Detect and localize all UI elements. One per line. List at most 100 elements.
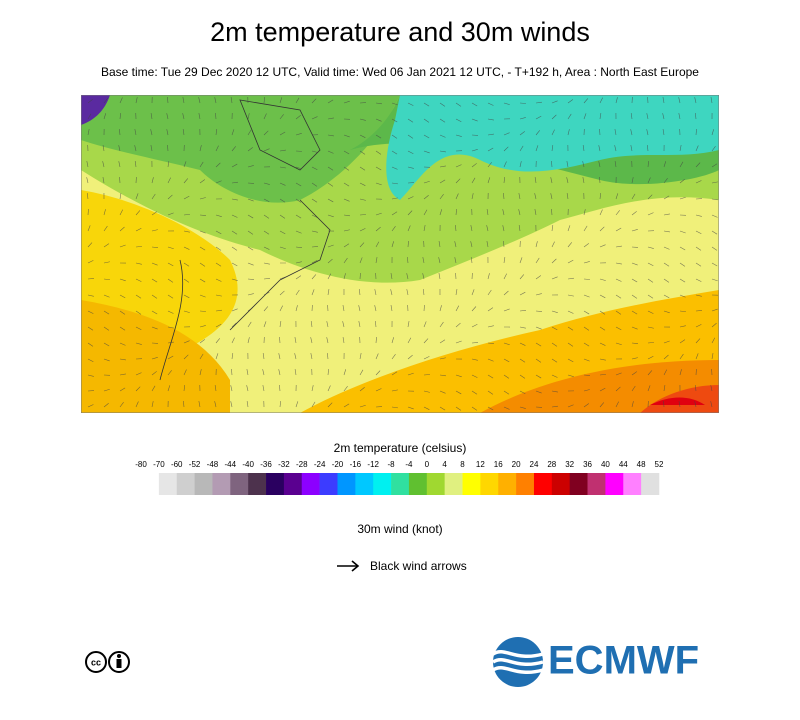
wind-arrow	[663, 385, 666, 392]
wind-arrow	[103, 261, 110, 264]
wind-arrow	[263, 291, 270, 296]
wind-arrow	[711, 181, 718, 184]
wind-arrow	[663, 369, 668, 376]
colorbar-label: 4	[442, 460, 447, 469]
wind-arrow	[503, 161, 507, 168]
wind-arrow	[343, 150, 350, 155]
wind-arrow	[167, 144, 169, 152]
wind-arrow	[342, 321, 345, 328]
wind-arrow	[311, 246, 318, 248]
wind-arrow	[311, 116, 318, 120]
wind-arrow	[519, 291, 526, 296]
wind-arrow	[247, 198, 254, 202]
wind-arrow	[279, 401, 282, 408]
wind-arrow	[487, 342, 494, 344]
colorbar-swatch	[605, 473, 624, 495]
wind-arrow	[246, 369, 249, 376]
colorbar-swatch	[301, 473, 320, 495]
wind-arrow	[599, 326, 606, 331]
wind-arrow	[503, 193, 505, 200]
wind-arrow	[231, 230, 238, 235]
wind-arrow	[375, 226, 381, 232]
wind-arrow	[167, 385, 171, 392]
wind-arrow	[295, 246, 302, 248]
wind-arrow	[311, 198, 318, 203]
wind-arrow	[455, 340, 462, 344]
wind-arrow	[503, 342, 510, 346]
logo-text: ECMWF	[548, 639, 699, 683]
wind-arrow	[311, 214, 318, 218]
license-icon: cc	[85, 651, 130, 673]
wind-arrow	[230, 385, 233, 392]
wind-arrow	[438, 257, 441, 264]
colorbar-label: -24	[314, 460, 326, 469]
wind-arrow	[103, 278, 110, 281]
colorbar-swatch	[462, 473, 481, 495]
wind-arrow	[135, 342, 142, 345]
wind-arrow	[167, 97, 169, 104]
wind-arrow	[503, 177, 506, 184]
wind-arrow	[406, 289, 409, 296]
wind-arrow	[487, 390, 494, 395]
wind-arrow	[711, 198, 718, 201]
wind-arrow	[262, 353, 265, 360]
wind-arrow	[599, 97, 603, 104]
wind-arrow	[199, 197, 206, 200]
wind-arrow	[615, 342, 622, 346]
wind-arrow	[519, 145, 524, 152]
colorbar-swatch	[248, 473, 267, 495]
wind-arrow	[294, 369, 297, 376]
wind-arrow	[631, 211, 637, 216]
wind-arrow	[151, 193, 156, 200]
wind-arrow	[231, 278, 238, 281]
wind-arrow	[135, 326, 142, 331]
wind-arrow	[214, 401, 217, 408]
wind-arrow	[439, 194, 444, 200]
wind-arrow	[407, 354, 413, 360]
wind-arrow	[183, 213, 190, 216]
wind-arrow	[406, 273, 409, 280]
wind-arrow	[295, 115, 301, 120]
wind-arrow	[151, 371, 157, 376]
wind-arrow	[247, 214, 254, 219]
colorbar-label: 24	[530, 460, 539, 469]
wind-arrow	[134, 161, 137, 168]
wind-arrow	[359, 228, 366, 232]
wind-arrow	[311, 230, 318, 233]
wind-arrow	[423, 321, 427, 328]
wind-arrow	[535, 358, 542, 363]
wind-arrow	[679, 196, 686, 200]
wind-arrow	[423, 225, 426, 232]
wind-arrow	[631, 326, 638, 330]
wind-arrow	[551, 160, 553, 168]
wind-arrow	[343, 134, 350, 138]
wind-arrow	[519, 117, 526, 120]
wind-arrow	[183, 161, 187, 168]
wind-arrow	[631, 294, 638, 299]
wind-arrow	[167, 326, 174, 329]
wind-arrow	[119, 193, 122, 200]
wind-arrow	[87, 326, 94, 331]
wind-arrow	[519, 406, 526, 409]
wind-arrow	[119, 387, 126, 392]
colorbar-label: 12	[476, 460, 485, 469]
wind-arrow	[135, 372, 142, 376]
wind-arrow-label: Black wind arrows	[370, 559, 467, 573]
wind-arrow	[615, 210, 620, 216]
wind-arrow	[711, 230, 718, 235]
wind-arrow	[183, 246, 190, 250]
wind-arrow	[487, 406, 494, 411]
colorbar-label: -36	[260, 460, 272, 469]
wind-arrow	[87, 404, 94, 408]
wind-arrow	[183, 230, 190, 233]
wind-arrow	[695, 145, 699, 152]
wind-arrow	[535, 390, 542, 394]
wind-arrow	[663, 340, 670, 344]
wind-arrow	[183, 369, 187, 376]
wind-arrow	[503, 390, 510, 395]
wind-arrow	[647, 278, 654, 283]
wind-arrow	[391, 337, 394, 344]
colorbar-label: -28	[296, 460, 308, 469]
wind-arrow	[711, 322, 717, 328]
wind-arrow	[327, 385, 331, 392]
